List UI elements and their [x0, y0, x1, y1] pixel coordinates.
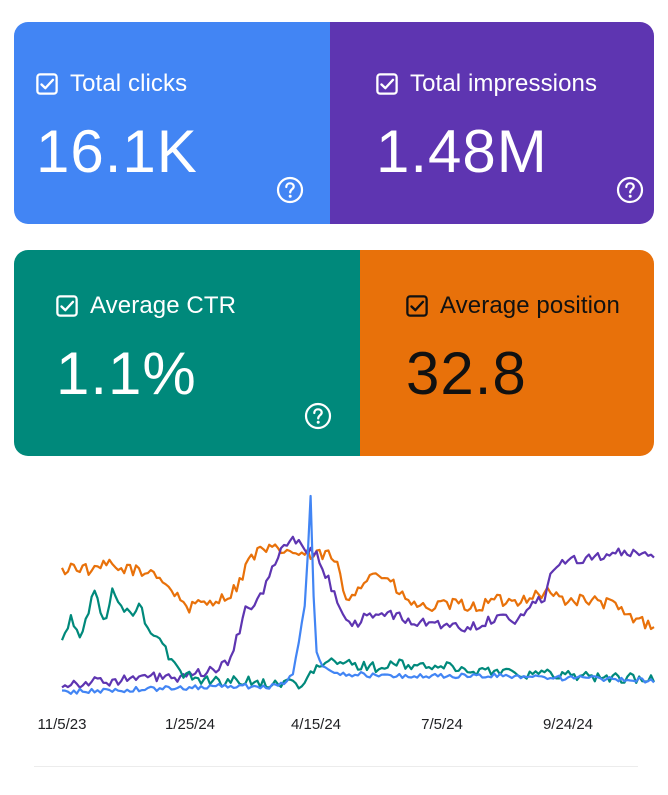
metric-label: Average CTR [90, 292, 237, 319]
metric-label: Average position [440, 292, 620, 319]
metric-header: Total impressions [376, 70, 597, 98]
metric-header: Total clicks [36, 70, 187, 98]
checkbox-checked-icon[interactable] [36, 73, 58, 95]
performance-line-chart: 11/5/23 1/25/24 4/15/24 7/5/24 9/24/24 [38, 494, 656, 733]
metric-card-total-impressions[interactable]: Total impressions 1.48M [330, 22, 654, 224]
metric-value: 32.8 [406, 340, 527, 407]
x-tick-label: 9/24/24 [543, 716, 593, 733]
x-tick-label: 1/25/24 [165, 716, 215, 733]
checkbox-checked-icon[interactable] [376, 73, 398, 95]
help-circle-icon[interactable] [616, 176, 644, 204]
metric-header: Average CTR [56, 292, 236, 320]
x-axis-ticks: 11/5/23 1/25/24 4/15/24 7/5/24 9/24/24 [38, 716, 593, 733]
metric-header: Average position [406, 292, 620, 320]
series-line-average-position[interactable] [61, 543, 655, 631]
help-circle-icon[interactable] [276, 176, 304, 204]
metric-label: Total clicks [70, 70, 188, 97]
series-layer [60, 494, 656, 695]
metric-value: 1.1% [56, 340, 197, 407]
x-tick-label: 11/5/23 [38, 716, 87, 733]
metric-label: Total impressions [410, 70, 598, 97]
metric-value: 16.1K [36, 118, 198, 185]
checkbox-checked-icon[interactable] [406, 295, 428, 317]
x-tick-label: 7/5/24 [421, 716, 463, 733]
x-tick-label: 4/15/24 [291, 716, 341, 733]
divider [34, 766, 638, 767]
metric-card-total-clicks[interactable]: Total clicks 16.1K [14, 22, 332, 224]
metric-card-average-ctr[interactable]: Average CTR 1.1% [14, 250, 362, 456]
series-line-total-impressions[interactable] [61, 535, 655, 689]
series-line-total-clicks[interactable] [61, 494, 655, 695]
help-circle-icon[interactable] [304, 402, 332, 430]
checkbox-checked-icon[interactable] [56, 295, 78, 317]
metric-card-average-position[interactable]: Average position 32.8 [360, 250, 654, 456]
metric-value: 1.48M [376, 118, 548, 185]
